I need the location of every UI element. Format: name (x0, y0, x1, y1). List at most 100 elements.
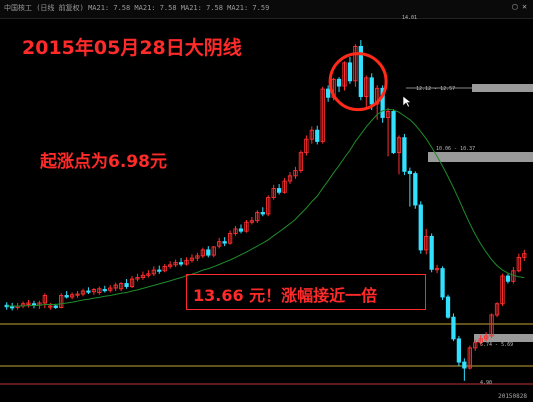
candle-body (80, 290, 86, 295)
candle-body (244, 221, 249, 232)
candle (59, 293, 64, 309)
candle-body (396, 137, 402, 154)
window-controls-icon[interactable]: ▢ ✕ (512, 2, 527, 11)
candle-body (353, 45, 358, 82)
candle-body (364, 77, 369, 97)
candle-body (522, 253, 527, 258)
candle (135, 273, 140, 282)
candle-body (494, 303, 500, 316)
candle-body (178, 262, 184, 265)
indicator-strip: 中国核工 (日线 前复权) MA21: 7.58 MA21: 7.58 MA21… (0, 0, 533, 19)
candle-body (451, 316, 456, 340)
candle (227, 230, 233, 245)
candle (10, 302, 15, 311)
candle-body (140, 274, 146, 279)
candle-body (418, 204, 423, 251)
candle (80, 288, 86, 297)
candle (320, 86, 325, 144)
candle (91, 288, 97, 295)
chart-title: 2015年05月28日大阴线 (22, 37, 242, 59)
candle (342, 61, 347, 91)
candle (418, 201, 423, 254)
candle-body (42, 295, 47, 304)
candle-body (53, 305, 58, 308)
candle (146, 270, 151, 278)
result-note: 13.66 元！涨幅接近一倍 (193, 286, 378, 305)
candle (494, 302, 500, 318)
candle-body (238, 228, 244, 232)
candle (451, 313, 456, 342)
price-level-label-1: 12.12 - 12.57 (416, 86, 456, 92)
candle-body (342, 62, 347, 87)
candle-body (478, 338, 483, 344)
candle (413, 171, 418, 209)
candle-body (113, 284, 118, 289)
candle (211, 246, 216, 258)
price-level-box (474, 334, 533, 342)
indicator-strip-text: 中国核工 (日线 前复权) MA21: 7.58 MA21: 7.58 MA21… (4, 4, 270, 12)
reference-lines (0, 84, 533, 385)
candle (75, 291, 80, 298)
candle (42, 293, 47, 309)
candle-body (320, 88, 325, 142)
candle (97, 286, 102, 295)
mouse-cursor-icon (402, 95, 412, 108)
candle (189, 254, 195, 263)
candle (489, 313, 494, 339)
candle (249, 216, 255, 225)
candle (102, 285, 107, 293)
candle (347, 56, 353, 84)
candle-body (402, 137, 407, 172)
price-level-box (472, 84, 533, 92)
candle-body (118, 283, 124, 290)
candle-body (309, 129, 314, 140)
candle (20, 301, 26, 309)
candle (113, 282, 118, 292)
candle (151, 266, 156, 277)
candle-body (484, 335, 489, 340)
candle (157, 265, 162, 274)
candle (48, 302, 53, 310)
candle-body (473, 342, 478, 349)
candle (407, 167, 413, 207)
cursor-arrow (402, 95, 412, 108)
candle-body (467, 347, 472, 369)
candle (184, 257, 189, 266)
candle (516, 253, 521, 273)
candle-body (369, 77, 374, 105)
candle (456, 335, 462, 366)
candle (287, 172, 293, 185)
candle-body (429, 235, 434, 270)
candle-body (227, 232, 233, 244)
candle-body (146, 273, 151, 276)
candle-body (222, 241, 227, 244)
candle (473, 339, 478, 351)
candle-body (91, 289, 97, 293)
candle-body (326, 88, 331, 98)
candle-body (157, 269, 162, 272)
moving-average-line (6, 108, 525, 307)
candle-body (358, 45, 363, 97)
candle (304, 135, 309, 156)
candle (500, 273, 505, 306)
candle-body (271, 188, 276, 198)
candle (434, 264, 440, 274)
candle-body (282, 180, 287, 193)
candle (271, 184, 276, 200)
candle (266, 195, 271, 217)
candle (168, 261, 173, 269)
candle (369, 73, 374, 111)
candle (462, 358, 467, 381)
candle (336, 77, 342, 93)
candle (440, 266, 445, 300)
candle-body (266, 197, 271, 215)
candle (309, 126, 314, 144)
candle (505, 273, 511, 284)
candle (178, 258, 184, 267)
candle (26, 299, 31, 308)
candle-body (184, 259, 189, 265)
candle (467, 345, 472, 370)
candle (478, 335, 483, 345)
candle-body (168, 264, 173, 267)
result-note-box (186, 274, 426, 310)
